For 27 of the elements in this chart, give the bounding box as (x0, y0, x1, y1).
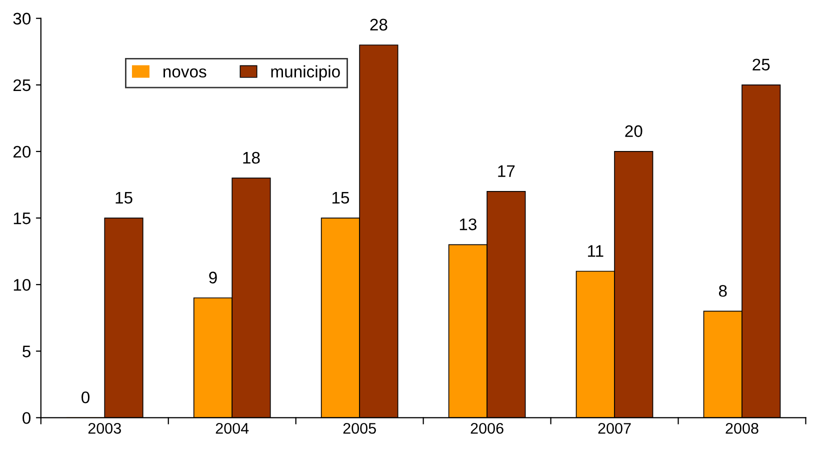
y-tick-label: 20 (13, 146, 31, 158)
data-label: 0 (82, 391, 90, 404)
data-label: 8 (718, 284, 727, 297)
y-tick-label: 0 (22, 412, 31, 424)
data-label: 13 (460, 218, 476, 230)
y-tick-label: 15 (14, 212, 30, 224)
legend-label: municipio (271, 65, 340, 81)
data-label: 17 (498, 165, 515, 177)
y-tick-label: 10 (14, 278, 31, 291)
data-label: 25 (752, 58, 770, 71)
data-label: 11 (588, 245, 604, 257)
x-tick-label: 2004 (216, 422, 249, 434)
x-tick-label: 2007 (598, 422, 631, 434)
data-label: 28 (370, 18, 388, 31)
data-label: 15 (332, 192, 350, 204)
x-tick-label: 2003 (88, 422, 121, 434)
data-label: 20 (625, 125, 642, 138)
data-label: 18 (243, 152, 260, 164)
legend-label: novos (163, 68, 206, 78)
x-tick-label: 2005 (343, 422, 376, 434)
y-tick-label: 25 (13, 79, 30, 92)
x-tick-label: 2008 (726, 422, 758, 434)
y-tick-label: 30 (13, 12, 31, 25)
x-tick-label: 2006 (470, 422, 504, 434)
data-label: 15 (116, 192, 132, 204)
y-tick-label: 5 (22, 346, 30, 358)
data-label: 9 (209, 272, 217, 284)
